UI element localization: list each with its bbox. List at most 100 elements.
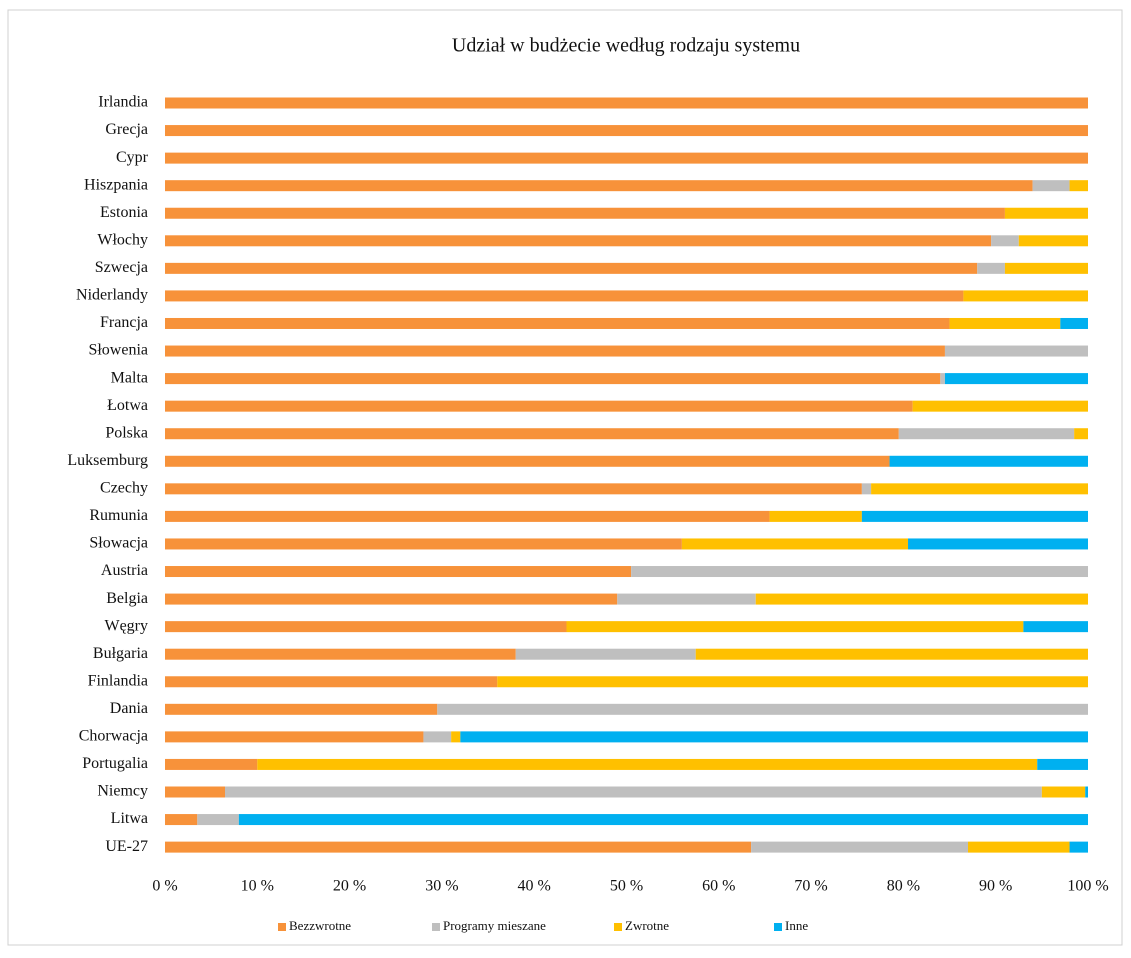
bar-segment [165, 97, 1088, 109]
x-tick-label: 30 % [425, 878, 458, 895]
bar-segment [460, 731, 1088, 743]
bar-segment [949, 317, 1061, 329]
bar-segment [566, 621, 1024, 633]
legend-label: Zwrotne [625, 918, 669, 933]
bar-segment [755, 593, 1088, 605]
bar-segment [165, 290, 964, 302]
legend-swatch [278, 923, 286, 931]
y-tick-label: Szwecja [95, 259, 148, 276]
bar-segment [968, 841, 1070, 853]
bar-segment [861, 510, 1088, 522]
bar-segment [912, 400, 1088, 412]
legend-label: Programy mieszane [443, 918, 546, 933]
bar-segment [1041, 786, 1086, 798]
y-tick-label: Litwa [111, 810, 148, 827]
bar-segment [423, 731, 452, 743]
bar-segment [165, 786, 225, 798]
bar-segment [940, 373, 945, 385]
bar-segment [1004, 207, 1088, 219]
bar-segment [1018, 235, 1088, 247]
bar-segment [165, 676, 498, 688]
bar-segment [861, 483, 872, 495]
bar-segment [257, 758, 1038, 770]
bar-segment [681, 538, 909, 550]
bar-segment [963, 290, 1088, 302]
bar-segment [224, 786, 1042, 798]
y-tick-label: Bułgaria [93, 645, 148, 662]
y-tick-label: Łotwa [107, 397, 148, 414]
y-tick-label: Finlandia [88, 672, 148, 689]
bar-segment [165, 317, 950, 329]
bar-segment [165, 814, 198, 826]
bar-segment [751, 841, 969, 853]
bar-segment [889, 455, 1088, 467]
bar-segment [165, 235, 992, 247]
bar-segment [165, 455, 890, 467]
bar-segment [871, 483, 1088, 495]
chart-title: Udział w budżecie według rodzaju systemu [452, 35, 800, 57]
bar-segment [617, 593, 756, 605]
y-tick-label: Chorwacja [79, 728, 148, 745]
bar-segment [1004, 262, 1088, 274]
bar-segment [165, 400, 913, 412]
bar-segment [977, 262, 1005, 274]
y-tick-label: UE-27 [105, 838, 148, 855]
bar-segment [898, 428, 1075, 440]
x-tick-label: 80 % [887, 878, 920, 895]
y-tick-label: Malta [111, 369, 148, 386]
bar-segment [165, 841, 752, 853]
y-tick-label: Estonia [100, 204, 148, 221]
bar-segment [1037, 758, 1088, 770]
bar-segment [497, 676, 1088, 688]
bar-segment [165, 207, 1005, 219]
legend-swatch [432, 923, 440, 931]
y-tick-label: Hiszpania [84, 176, 148, 193]
bar-segment [437, 703, 1088, 715]
bar-segment [165, 538, 682, 550]
bar-segment [991, 235, 1019, 247]
x-tick-label: 100 % [1067, 878, 1108, 895]
bar-segment [1074, 428, 1088, 440]
x-tick-label: 20 % [333, 878, 366, 895]
x-tick-label: 70 % [794, 878, 827, 895]
x-tick-label: 40 % [518, 878, 551, 895]
chart-frame [7, 9, 1123, 946]
bar-segment [451, 731, 461, 743]
legend-label: Inne [785, 918, 808, 933]
y-tick-label: Słowacja [89, 535, 148, 552]
y-tick-label: Dania [110, 700, 148, 717]
bar-segment [165, 731, 424, 743]
x-tick-label: 10 % [241, 878, 274, 895]
x-tick-label: 90 % [979, 878, 1012, 895]
legend-label: Bezzwrotne [289, 918, 351, 933]
bar-segment [631, 566, 1088, 578]
bar-segment [165, 345, 945, 357]
y-tick-label: Cypr [116, 149, 149, 166]
bar-segment [944, 373, 1088, 385]
bar-segment [908, 538, 1088, 550]
bar-segment [944, 345, 1088, 357]
bar-segment [165, 262, 978, 274]
bar-segment [238, 814, 1089, 826]
bar-segment [1069, 180, 1088, 192]
bar-segment [165, 125, 1088, 137]
y-tick-label: Francja [100, 314, 148, 331]
bar-segment [197, 814, 239, 826]
legend-swatch [614, 923, 622, 931]
x-tick-label: 60 % [702, 878, 735, 895]
bar-segment [1069, 841, 1088, 853]
bar-segment [1023, 621, 1088, 633]
bar-segment [165, 483, 862, 495]
bar-segment [165, 758, 258, 770]
x-tick-label: 0 % [152, 878, 177, 895]
bar-segment [165, 593, 618, 605]
bar-segment [515, 648, 696, 660]
y-tick-label: Czechy [100, 480, 148, 497]
bar-segment [769, 510, 862, 522]
bar-segment [165, 510, 770, 522]
bar-segment [695, 648, 1088, 660]
bar-segment [1085, 786, 1088, 798]
bar-segment [1032, 180, 1070, 192]
y-tick-label: Polska [105, 424, 148, 441]
